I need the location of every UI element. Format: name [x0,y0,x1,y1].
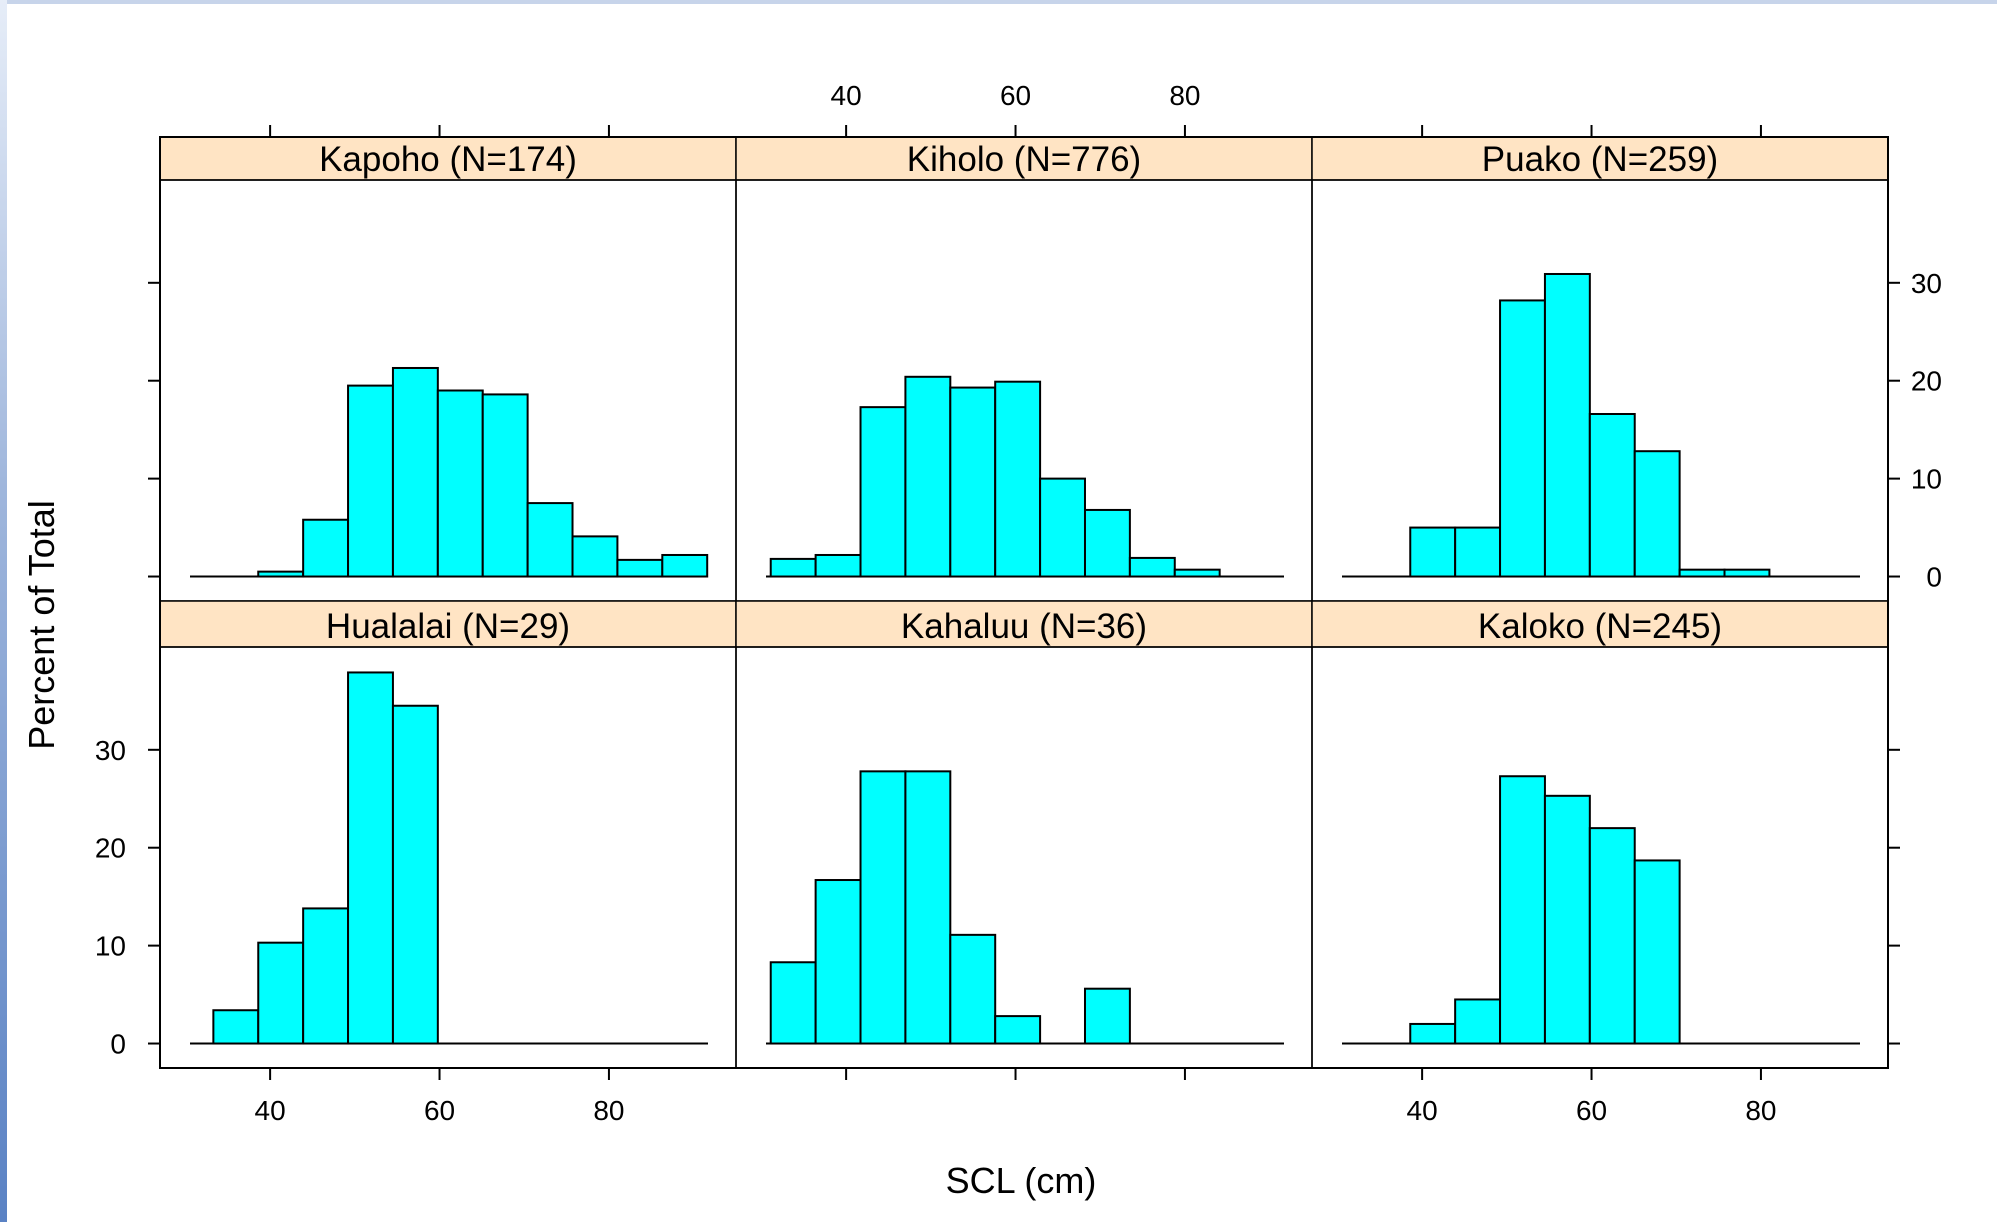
histogram-bar [1543,794,1591,1045]
histogram-bar [302,518,350,578]
histogram-bar [257,941,305,1045]
histogram-bar [859,770,907,1045]
histogram-bar [904,375,952,578]
x-tick-label-top: 60 [1000,80,1031,111]
histogram-bar [1723,568,1771,578]
y-tick-label-right: 10 [1911,464,1942,495]
histogram-bar [1083,508,1131,578]
histogram-bar [994,380,1042,578]
y-tick-label-left: 0 [110,1029,126,1060]
histogram-bar [1633,859,1681,1045]
histogram-bar [1499,775,1546,1045]
panel-title: Kapoho (N=174) [319,140,577,179]
histogram-bar [1588,827,1636,1045]
histogram-bar [347,671,394,1045]
y-tick-label-left: 20 [95,833,126,864]
y-tick-label-right: 20 [1911,366,1942,397]
histogram-bar [1543,272,1591,578]
panel-strip [159,600,737,648]
panel-border [159,646,737,1069]
histogram-bar [391,704,439,1045]
panel-title: Hualalai (N=29) [326,607,570,646]
histogram-bar [571,535,619,578]
histogram-bar [1454,526,1502,578]
histogram-bar [661,553,709,578]
y-tick-label-right: 30 [1911,268,1942,299]
x-tick-label-top: 40 [831,80,862,111]
histogram-bar [1083,987,1131,1045]
histogram-bar [904,770,952,1045]
histogram-bar [526,502,574,578]
x-tick-label-bottom: 80 [593,1095,624,1126]
histogram-bar [814,879,862,1045]
histogram-bar [994,1015,1042,1045]
window-top-edge [0,0,1997,4]
histogram-bar [481,393,529,578]
histogram-bar [1499,299,1546,578]
panel-strip [1311,600,1889,648]
histogram-bar [1678,568,1726,578]
x-tick-label-bottom: 60 [424,1095,455,1126]
histogram-bar [1128,556,1176,578]
x-axis-title: SCL (cm) [946,1160,1097,1201]
x-tick-label-bottom: 80 [1745,1095,1776,1126]
histogram-bar [859,406,907,578]
lattice-frame [159,136,1889,1069]
panel-title: Puako (N=259) [1482,140,1718,179]
histogram-bar [1409,1022,1457,1045]
histogram-bar [769,557,817,578]
histogram-bar [391,366,439,578]
y-tick-label-right: 0 [1926,562,1942,593]
histogram-bar [436,389,484,578]
y-axis-title: Percent of Total [21,500,62,750]
histogram-bar [1039,477,1086,578]
histogram-bar [1409,526,1457,578]
x-tick-label-bottom: 40 [1407,1095,1438,1126]
histogram-bar [1173,568,1221,578]
histogram-bar [1454,998,1502,1045]
histogram-bar [1633,450,1681,578]
histogram-bar [616,558,664,578]
histogram-bar [814,553,862,578]
x-tick-label-top: 80 [1169,80,1200,111]
x-tick-label-bottom: 60 [1576,1095,1607,1126]
x-tick-label-bottom: 40 [255,1095,286,1126]
histogram-bar [769,961,817,1045]
histogram-bar [347,384,394,578]
histogram-bar [212,1009,260,1045]
histogram-bar [949,933,997,1045]
histogram-bar [257,570,305,578]
histogram-bar [1588,412,1636,578]
histogram-bar [302,907,350,1045]
y-tick-label-left: 10 [95,931,126,962]
histogram-bar [949,386,997,578]
panel-title: Kaloko (N=245) [1478,607,1722,646]
window-left-edge [0,0,7,1222]
panel-title: Kahaluu (N=36) [901,607,1147,646]
panel-title: Kiholo (N=776) [907,140,1141,179]
y-tick-label-left: 30 [95,735,126,766]
